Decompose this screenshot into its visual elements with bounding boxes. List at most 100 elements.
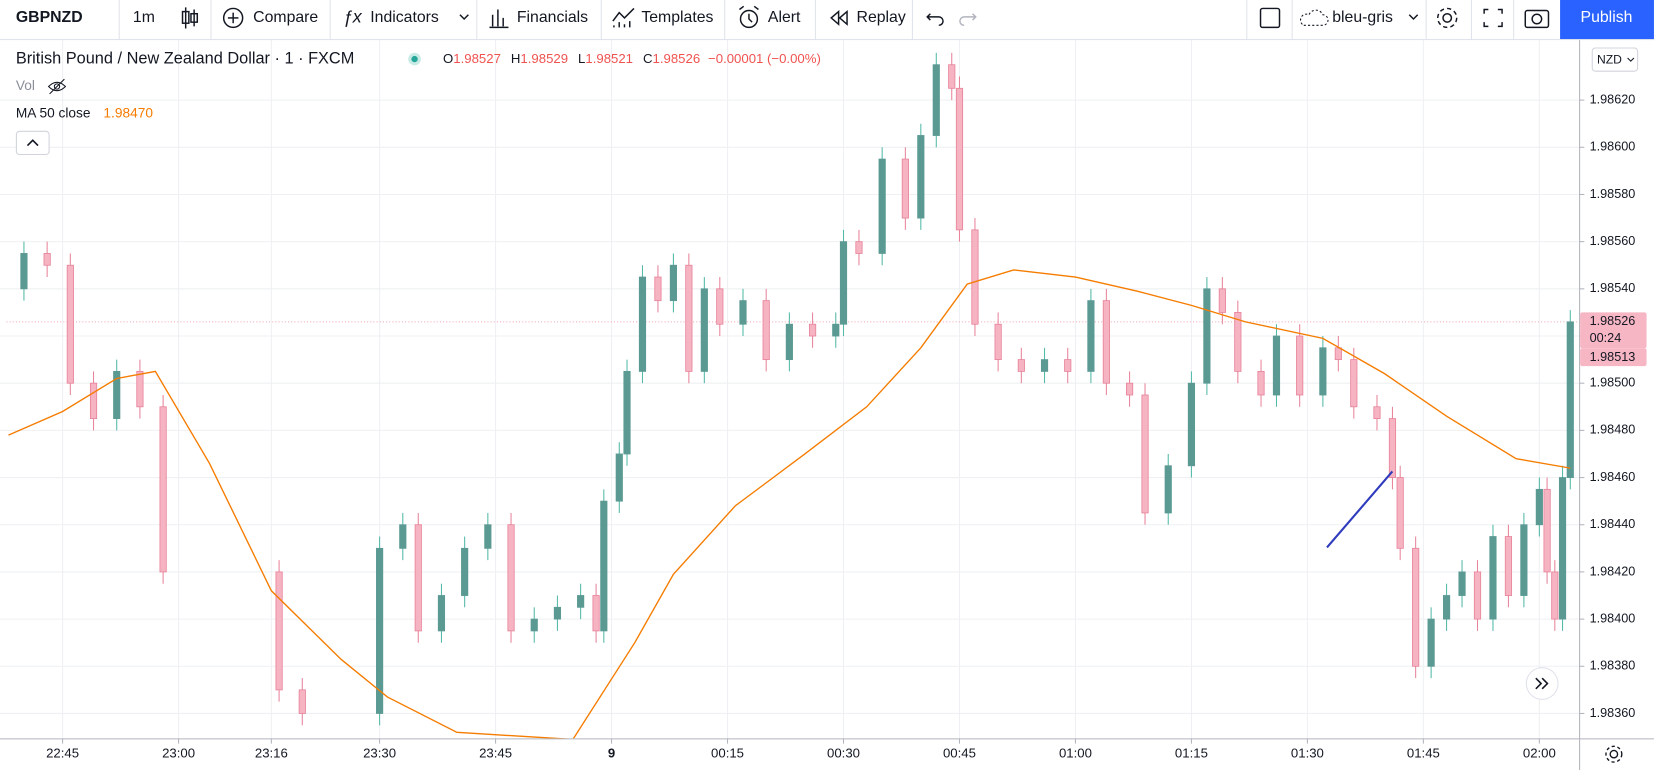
compare-icon[interactable] (222, 7, 244, 29)
price-badge-label: 1.98513 (1590, 350, 1636, 364)
y-tick-label: 1.98560 (1590, 234, 1636, 248)
snapshot-icon[interactable] (1524, 9, 1550, 29)
currency-button[interactable] (1591, 47, 1639, 72)
alert-icon[interactable] (739, 5, 759, 29)
candle-body (669, 264, 677, 302)
candle-body (1164, 465, 1172, 514)
replay-button[interactable]: Replay (857, 9, 906, 26)
candle-body (1396, 477, 1404, 549)
fullscreen-icon[interactable] (1483, 8, 1503, 28)
candle-body (1373, 406, 1381, 420)
candle-body (461, 547, 469, 596)
candle-body (615, 453, 623, 502)
candle-body (113, 370, 121, 420)
x-tick-label: 01:30 (1291, 746, 1324, 761)
candle-body (1350, 359, 1358, 408)
x-tick-label: 01:45 (1407, 746, 1440, 761)
settings-icon[interactable] (1436, 7, 1458, 29)
compare-button[interactable]: Compare (253, 9, 318, 26)
candle-body (1388, 418, 1397, 478)
scroll-icon[interactable] (1535, 677, 1549, 690)
candle-body (376, 547, 384, 714)
redo-icon[interactable] (959, 13, 977, 27)
alert-button[interactable]: Alert (768, 9, 801, 26)
candle-body (1141, 394, 1149, 514)
select-icon[interactable] (1259, 7, 1281, 29)
x-tick-label: 01:15 (1175, 746, 1208, 761)
layout-name[interactable]: bleu-gris (1332, 9, 1393, 26)
candle-body (414, 524, 422, 632)
candle-body (1551, 571, 1559, 620)
dropdown-icon[interactable] (1627, 57, 1635, 62)
candle-body (1427, 618, 1435, 667)
indicators-button[interactable]: Indicators (370, 9, 439, 26)
x-tick-label: 23:45 (479, 746, 512, 761)
candle-body (1203, 288, 1211, 384)
dropdown-icon[interactable] (1408, 14, 1419, 21)
candle-body (1442, 595, 1451, 620)
candle-body (437, 595, 446, 632)
axis-settings-icon[interactable] (1605, 745, 1623, 763)
hidden-icon[interactable] (47, 78, 67, 95)
candle-body (1334, 347, 1342, 361)
candle-body (832, 323, 840, 337)
y-tick-label: 1.98400 (1590, 611, 1636, 625)
volume-label: Vol (16, 78, 35, 93)
collapse-button[interactable] (15, 130, 50, 156)
y-tick-label: 1.98380 (1590, 659, 1636, 673)
candle-body (1535, 488, 1543, 526)
ohlc-label: L (578, 52, 585, 67)
x-tick-label: 9 (608, 746, 615, 761)
dropdown-icon[interactable] (459, 14, 469, 21)
collapse-icon[interactable] (26, 139, 39, 147)
candle-body (971, 229, 979, 325)
candle-body (1412, 547, 1420, 667)
financials-icon[interactable] (489, 9, 509, 29)
undo-icon[interactable] (926, 13, 944, 27)
candle-body (994, 323, 1002, 361)
price-badge (1580, 348, 1647, 367)
x-tick-label: 01:00 (1059, 746, 1092, 761)
candle-body (901, 158, 909, 219)
candle-body (600, 500, 608, 632)
candle-body (716, 288, 724, 325)
candle-body (1272, 335, 1281, 396)
financials-button[interactable]: Financials (517, 9, 588, 26)
candle-body (553, 606, 562, 620)
templates-button[interactable]: Templates (641, 9, 713, 26)
cloud-icon[interactable] (1300, 9, 1329, 26)
chart-type-icon[interactable] (181, 7, 199, 29)
x-tick-label: 00:15 (711, 746, 744, 761)
y-tick-label: 1.98480 (1590, 423, 1636, 437)
candle-body (484, 524, 492, 549)
ma-value: 1.98470 (103, 106, 153, 121)
ohlc-value: 1.98527 (453, 52, 501, 67)
candle-body (136, 370, 144, 408)
candle-body (1040, 359, 1049, 372)
y-tick-label: 1.98580 (1590, 187, 1636, 201)
ohlc-values: O1.98527 H1.98529 L1.98521 C1.98526 −0.0… (443, 52, 821, 67)
publish-label[interactable]: Publish (1581, 9, 1633, 26)
currency-label[interactable]: NZD (1597, 52, 1622, 66)
publish-button[interactable] (1560, 0, 1654, 40)
trend-line-drawing[interactable] (1326, 470, 1394, 549)
ohlc-value: 1.98529 (520, 52, 568, 67)
legend: British Pound / New Zealand Dollar · 1 ·… (15, 49, 821, 156)
candle-body (685, 264, 693, 372)
y-tick-label: 1.98500 (1590, 376, 1636, 390)
x-tick-label: 23:16 (255, 746, 288, 761)
candle-body (159, 406, 167, 573)
candle-body (932, 64, 940, 136)
symbol[interactable]: GBPNZD (16, 9, 83, 26)
indicators-icon[interactable]: ƒx (343, 7, 363, 27)
replay-icon[interactable] (830, 9, 848, 26)
x-tick-label: 23:00 (162, 746, 195, 761)
ohlc-value: 1.98526 (653, 52, 701, 67)
candle-body (1257, 370, 1265, 396)
templates-icon[interactable] (612, 7, 635, 28)
interval[interactable]: 1m (133, 9, 155, 26)
candle-body (739, 300, 747, 325)
candle-body (577, 595, 585, 608)
